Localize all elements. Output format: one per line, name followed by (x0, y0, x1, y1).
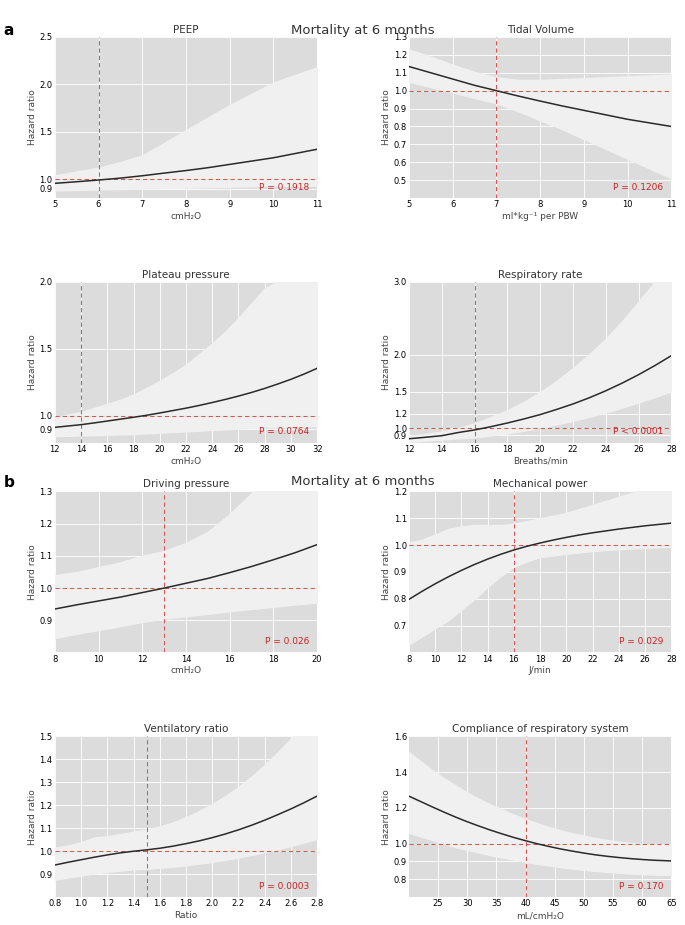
Text: P = 0.0003: P = 0.0003 (259, 882, 309, 891)
Text: P = 0.0764: P = 0.0764 (259, 427, 309, 437)
Text: P < 0.0001: P < 0.0001 (613, 427, 664, 437)
Title: PEEP: PEEP (173, 25, 199, 35)
X-axis label: J/min: J/min (529, 666, 551, 675)
Title: Compliance of respiratory system: Compliance of respiratory system (452, 724, 628, 734)
Y-axis label: Hazard ratio: Hazard ratio (382, 335, 391, 390)
Title: Respiratory rate: Respiratory rate (498, 269, 582, 279)
Text: P = 0.026: P = 0.026 (265, 637, 309, 646)
Text: Mortality at 6 months: Mortality at 6 months (291, 24, 435, 37)
Text: P = 0.029: P = 0.029 (619, 637, 664, 646)
Title: Tidal Volume: Tidal Volume (507, 25, 573, 35)
Y-axis label: Hazard ratio: Hazard ratio (27, 544, 37, 599)
Text: P = 0.1918: P = 0.1918 (259, 182, 309, 191)
X-axis label: Breaths/min: Breaths/min (512, 457, 568, 465)
Text: P = 0.1206: P = 0.1206 (613, 182, 664, 191)
X-axis label: Ratio: Ratio (175, 911, 197, 920)
Text: b: b (3, 475, 14, 489)
X-axis label: ml*kg⁻¹ per PBW: ml*kg⁻¹ per PBW (502, 212, 578, 221)
X-axis label: cmH₂O: cmH₂O (171, 457, 201, 465)
Y-axis label: Hazard ratio: Hazard ratio (28, 90, 37, 145)
Y-axis label: Hazard ratio: Hazard ratio (28, 335, 37, 390)
Y-axis label: Hazard ratio: Hazard ratio (382, 789, 391, 845)
Title: Ventilatory ratio: Ventilatory ratio (144, 724, 228, 734)
Text: Mortality at 6 months: Mortality at 6 months (291, 475, 435, 488)
Title: Mechanical power: Mechanical power (493, 479, 587, 489)
X-axis label: cmH₂O: cmH₂O (171, 666, 201, 675)
Title: Plateau pressure: Plateau pressure (142, 269, 229, 279)
Y-axis label: Hazard ratio: Hazard ratio (382, 90, 391, 145)
Y-axis label: Hazard ratio: Hazard ratio (27, 789, 37, 845)
X-axis label: mL/cmH₂O: mL/cmH₂O (516, 911, 564, 920)
Text: a: a (3, 23, 14, 38)
Text: P = 0.170: P = 0.170 (619, 882, 664, 891)
Title: Driving pressure: Driving pressure (143, 479, 229, 489)
Y-axis label: Hazard ratio: Hazard ratio (382, 544, 391, 599)
X-axis label: cmH₂O: cmH₂O (171, 212, 201, 221)
